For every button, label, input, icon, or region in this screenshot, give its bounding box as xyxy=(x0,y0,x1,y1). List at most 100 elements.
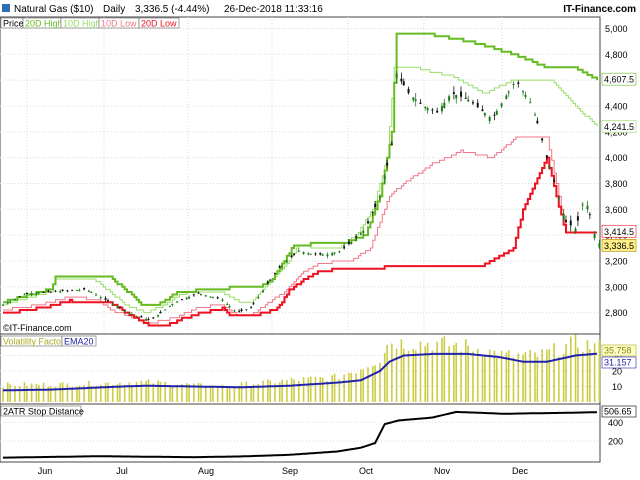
label-stop-box xyxy=(601,405,637,418)
price-candle xyxy=(273,273,276,275)
price-candle xyxy=(581,204,584,206)
price-candle xyxy=(185,297,188,300)
price-candle xyxy=(481,109,484,112)
vol-bar xyxy=(164,381,167,402)
vol-bar xyxy=(147,379,150,402)
datetime-label: 26-Dec-2018 11:33:16 xyxy=(224,4,323,15)
vol-bar xyxy=(135,381,138,402)
vol-bar xyxy=(546,349,548,402)
legend-entry: 20D High xyxy=(25,19,63,29)
price-candle xyxy=(78,289,81,291)
price-candle xyxy=(35,292,38,294)
price-candle xyxy=(562,214,565,219)
vol-bar xyxy=(424,346,427,402)
vol-bar xyxy=(338,379,341,402)
legend-box xyxy=(61,335,97,347)
quote-label: 3,336.5 (-4.44%) xyxy=(135,4,210,15)
price-candle xyxy=(419,102,422,104)
price-candle xyxy=(467,99,470,102)
vol-bar xyxy=(371,366,374,402)
price-candle xyxy=(359,233,362,235)
vol-bar xyxy=(343,374,345,402)
price-candle xyxy=(586,205,589,210)
price-candle xyxy=(455,94,458,99)
label-10d-high: 4,241.5 xyxy=(601,120,637,133)
vol-bar xyxy=(562,353,565,402)
price-candle xyxy=(106,300,109,302)
price-candle xyxy=(47,290,50,293)
vol-bar xyxy=(309,376,312,402)
price-candle xyxy=(262,290,265,293)
vol-bar xyxy=(443,336,446,402)
vol-bar xyxy=(2,387,4,402)
label-last-price-box xyxy=(601,239,637,252)
price-candle xyxy=(269,279,272,281)
header-band xyxy=(0,0,640,16)
vol-bar xyxy=(383,352,386,402)
vol-bar xyxy=(281,379,283,402)
price-candle xyxy=(507,91,510,93)
vol-bar xyxy=(286,380,288,402)
vol-bar xyxy=(472,351,474,402)
vol-bar xyxy=(95,386,97,402)
price-candle xyxy=(216,297,219,299)
price-candle xyxy=(452,92,455,94)
vol-bar xyxy=(23,382,26,402)
label-20d-low-text: 3,414.5 xyxy=(604,227,634,237)
vol-bar xyxy=(204,387,207,402)
price-tick-label: 3,600 xyxy=(605,205,628,215)
price-candle xyxy=(326,254,329,257)
vol-bar xyxy=(391,343,393,402)
price-candle xyxy=(42,291,45,293)
price-candle xyxy=(407,88,410,94)
price-candle xyxy=(135,315,138,317)
price-candle xyxy=(588,214,591,216)
vol-bar xyxy=(157,380,159,402)
label-volatility: 35.758 xyxy=(601,344,637,357)
vol-bar xyxy=(360,369,362,402)
price-candle xyxy=(226,304,229,306)
vol-bar xyxy=(307,377,310,402)
series-ema20 xyxy=(2,352,598,392)
vol-bar xyxy=(49,386,52,402)
series-20d-high xyxy=(3,32,598,306)
x-tick-label: Jun xyxy=(38,466,53,476)
vol-bar xyxy=(171,385,174,402)
vol-bar xyxy=(524,351,527,402)
price-candle xyxy=(436,110,439,113)
price-candle xyxy=(553,179,556,182)
price-candle xyxy=(574,228,577,232)
vol-bar xyxy=(123,384,126,402)
price-tick-label: 4,800 xyxy=(605,50,628,60)
legend-box xyxy=(138,17,180,29)
vol-bar xyxy=(266,379,269,402)
price-candle xyxy=(238,310,241,312)
label-volatility-text: 35.758 xyxy=(604,346,632,356)
vol-bar xyxy=(37,385,40,402)
vol-bar xyxy=(293,379,295,402)
vol-bar xyxy=(26,386,28,402)
price-candle xyxy=(412,97,415,101)
x-axis: Jun Jul Aug Sep Oct Nov Dec xyxy=(38,466,529,476)
vol-bar xyxy=(250,386,252,402)
price-candle xyxy=(233,310,236,312)
vol-bar xyxy=(302,377,305,402)
price-tick-label: 3,000 xyxy=(605,282,628,292)
vol-bar xyxy=(185,383,188,402)
vol-bar xyxy=(507,350,510,402)
price-candle xyxy=(557,197,560,199)
stop-tick-label: 200 xyxy=(608,437,623,447)
vol-bar xyxy=(9,384,11,402)
price-candle xyxy=(400,78,403,82)
price-candle xyxy=(164,309,167,311)
vol-bar xyxy=(386,344,388,402)
price-candle xyxy=(495,111,498,115)
label-last-price-text: 3,336.5 xyxy=(604,241,634,251)
price-candle xyxy=(395,73,398,78)
x-tick-label: Nov xyxy=(434,466,451,476)
price-candle xyxy=(362,230,365,234)
price-candle xyxy=(257,297,260,299)
vol-bar xyxy=(83,384,85,402)
vol-bar xyxy=(200,383,202,402)
label-20d-high-box xyxy=(601,72,637,86)
